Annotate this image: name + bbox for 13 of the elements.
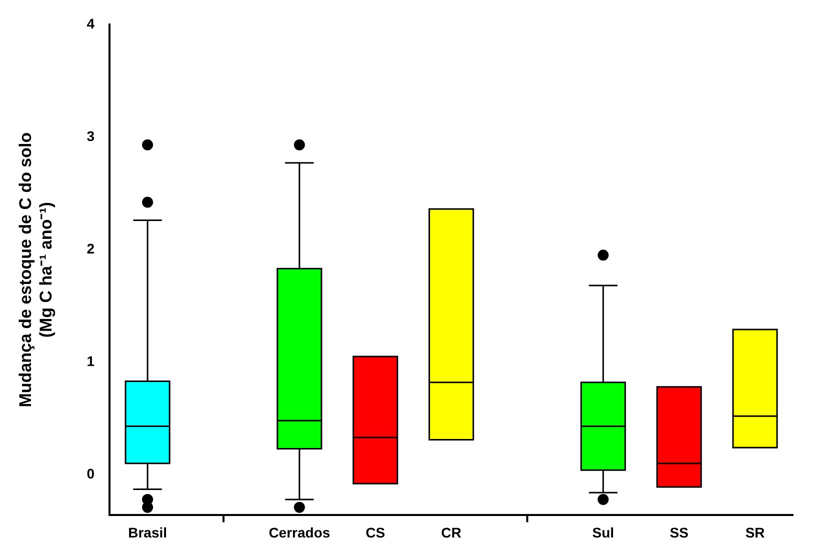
y-tick-label: 1 xyxy=(86,352,95,369)
y-tick-label: 4 xyxy=(86,15,95,32)
x-tick-label: CS xyxy=(366,524,386,540)
y-axis-title: Mudança de estoque de C do solo (Mg C ha⁻¹ ano⁻¹) xyxy=(16,132,56,408)
y-tick-label: 3 xyxy=(86,128,95,144)
x-tick-label: Brasil xyxy=(128,524,168,540)
y-tick-label: 0 xyxy=(86,466,95,482)
x-tick-label: SR xyxy=(745,524,765,540)
x-tick-label: Sul xyxy=(592,524,614,540)
x-tick-label: CR xyxy=(441,524,462,540)
y-tick-label: 2 xyxy=(86,240,95,256)
x-tick-label: Cerrados xyxy=(268,524,330,540)
x-tick-label: SS xyxy=(670,524,688,540)
